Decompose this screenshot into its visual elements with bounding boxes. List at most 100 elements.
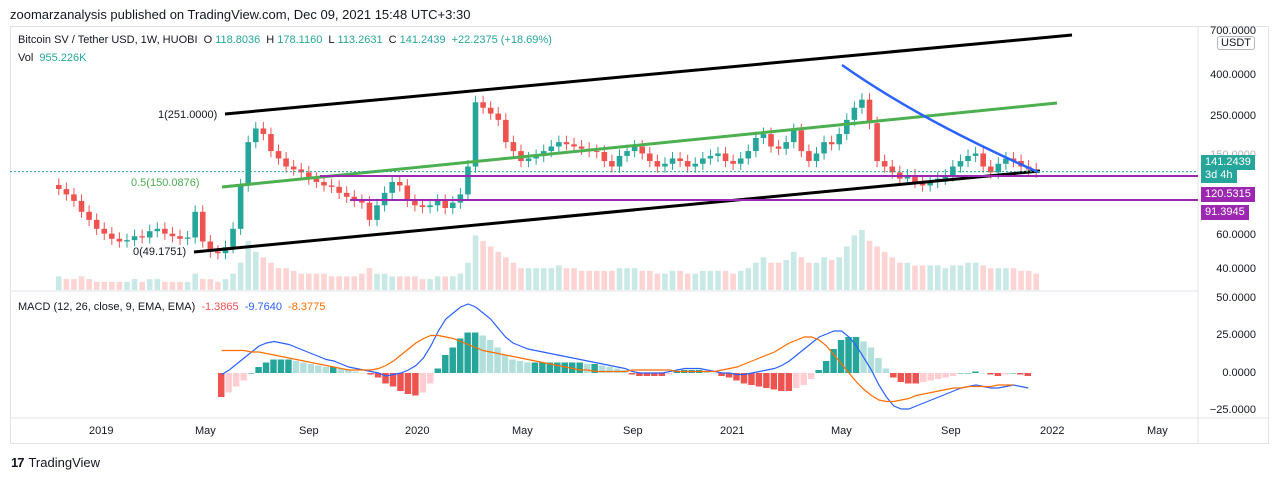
time-label: 2021: [720, 425, 745, 437]
volume-bar: [207, 279, 214, 290]
macd-histogram-bar: [449, 347, 456, 373]
volume-bar: [510, 262, 517, 290]
candle-body: [813, 153, 820, 162]
macd-histogram-bar: [867, 347, 875, 373]
volume-bar: [86, 279, 92, 290]
candle-body: [268, 134, 274, 152]
candle-body: [412, 200, 418, 206]
candle-body: [146, 231, 153, 238]
macd-histogram-bar: [987, 373, 994, 375]
fib-label-mid: 0.5(150.0876): [131, 177, 200, 189]
macd-histogram-bar: [875, 358, 882, 373]
volume-bar: [450, 276, 456, 290]
candle-body: [578, 146, 585, 149]
volume-bar: [654, 273, 661, 290]
volume-bar: [897, 262, 903, 290]
candle-body: [427, 205, 433, 208]
candle-body: [874, 123, 880, 162]
macd-histogram-bar: [486, 340, 494, 373]
macd-histogram-bar: [247, 373, 255, 374]
macd-histogram-bar: [651, 373, 658, 376]
macd-histogram-bar: [882, 368, 890, 373]
volume-bar: [1003, 268, 1009, 290]
footer-brand[interactable]: 17 TradingView: [11, 455, 100, 470]
candle-body: [783, 142, 789, 149]
volume-bar: [571, 268, 577, 290]
volume-bar: [1010, 268, 1017, 290]
price-tick: 60.0000: [1216, 229, 1256, 241]
volume-bar: [245, 240, 251, 290]
candle-body: [965, 155, 971, 162]
candle-body: [745, 151, 752, 159]
macd-histogram-bar: [755, 373, 763, 387]
volume-bar: [268, 262, 274, 290]
candle-body: [525, 158, 532, 162]
volume-bar: [343, 276, 350, 290]
symbol-title: Bitcoin SV / Tether USD, 1W, HUOBI: [18, 34, 198, 46]
resistance-curve: [841, 63, 1039, 174]
volume-bar: [700, 270, 706, 290]
macd-histogram-bar: [658, 373, 666, 376]
volume-bar: [813, 262, 820, 290]
volume-bar: [692, 273, 699, 290]
volume-bar: [427, 279, 433, 290]
volume-bar: [146, 279, 153, 290]
candle-body: [116, 238, 123, 242]
candle-body: [457, 194, 464, 203]
macd-histogram-bar: [464, 332, 471, 373]
candle-body: [510, 142, 517, 152]
macd-histogram-bar: [591, 364, 598, 373]
macd-histogram-bar: [957, 373, 964, 374]
time-label: Sep: [941, 425, 961, 437]
macd-histogram-bar: [225, 373, 232, 393]
macd-histogram-bar: [337, 368, 344, 373]
candle-body: [101, 228, 108, 234]
macd-histogram-bar: [890, 373, 897, 378]
high-label: H: [266, 34, 275, 46]
volume-bar: [457, 273, 464, 290]
volume-bar: [783, 260, 789, 290]
candle-body: [972, 153, 979, 156]
macd-histogram-bar: [598, 365, 606, 373]
volume-bar: [957, 265, 964, 290]
volume-bar: [593, 270, 600, 290]
volume-bar: [306, 273, 312, 290]
countdown-badge: 3d 4h: [1201, 168, 1237, 183]
volume-bar: [71, 279, 77, 290]
volume-bar: [487, 246, 494, 290]
candle-body: [192, 211, 198, 238]
candle-body: [184, 237, 191, 239]
macd-histogram-bar: [1024, 373, 1031, 376]
volume-bar: [260, 257, 267, 290]
volume-bar: [987, 268, 994, 290]
time-label: May: [195, 425, 216, 437]
currency-unit-button[interactable]: USDT: [1217, 36, 1255, 50]
macd-histogram-bar: [300, 362, 307, 373]
volume-bar: [563, 268, 570, 290]
macd-histogram-bar: [262, 362, 270, 373]
macd-histogram-bar: [419, 373, 427, 393]
candle-body: [927, 182, 933, 186]
volume-bar: [465, 262, 471, 290]
time-label: 2019: [89, 425, 114, 437]
macd-histogram-bar: [919, 373, 927, 382]
low-value: 113.2631: [337, 34, 383, 46]
candle-body: [480, 102, 486, 108]
volume-bar: [806, 262, 812, 290]
volume-bar: [321, 273, 327, 290]
macd-histogram-bar: [240, 373, 247, 381]
candle-body: [889, 166, 896, 173]
volume-bar: [768, 262, 774, 290]
macd-histogram-bar: [292, 361, 300, 373]
macd-histogram-bar: [934, 373, 942, 379]
macd-histogram-bar: [1009, 373, 1017, 374]
level-badge: 120.5315: [1201, 187, 1255, 202]
chart-frame[interactable]: [10, 26, 1269, 444]
candle-body: [359, 200, 365, 203]
price-tick: 700.0000: [1210, 25, 1256, 37]
volume-bar: [942, 268, 949, 290]
candle-body: [631, 146, 638, 152]
macd-histogram-bar: [822, 361, 830, 373]
macd-histogram-bar: [800, 373, 807, 385]
